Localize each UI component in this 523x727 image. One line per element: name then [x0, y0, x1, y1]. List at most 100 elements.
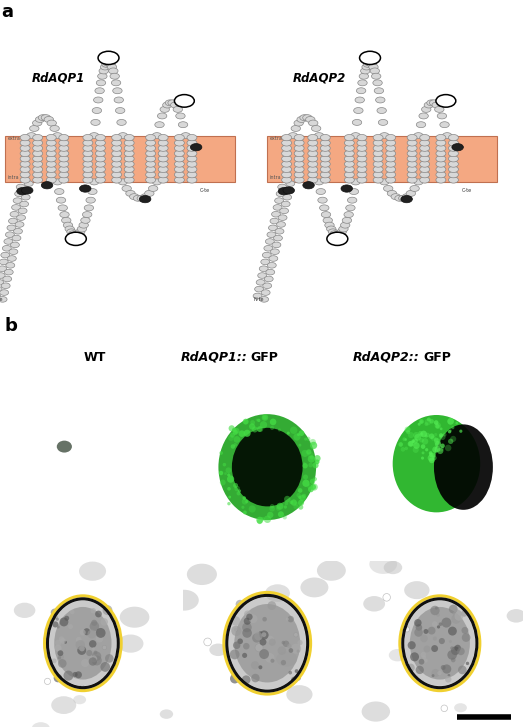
Circle shape: [141, 193, 150, 200]
Circle shape: [270, 659, 275, 663]
Circle shape: [266, 238, 274, 244]
Circle shape: [373, 172, 383, 178]
Circle shape: [281, 150, 292, 156]
Circle shape: [25, 181, 33, 186]
Circle shape: [441, 705, 448, 712]
Circle shape: [270, 218, 279, 224]
Circle shape: [448, 438, 453, 444]
Circle shape: [174, 95, 195, 107]
Circle shape: [233, 641, 241, 649]
Circle shape: [8, 218, 17, 224]
Circle shape: [263, 415, 267, 419]
Circle shape: [72, 232, 82, 238]
Circle shape: [452, 143, 463, 150]
Circle shape: [178, 121, 188, 128]
Circle shape: [58, 654, 64, 660]
Circle shape: [310, 442, 317, 449]
Circle shape: [413, 432, 419, 438]
Circle shape: [111, 177, 121, 183]
Circle shape: [320, 172, 331, 178]
Circle shape: [281, 201, 290, 206]
Circle shape: [259, 266, 268, 271]
Circle shape: [306, 437, 310, 441]
Circle shape: [15, 191, 24, 196]
Circle shape: [91, 119, 100, 125]
Circle shape: [281, 140, 292, 146]
Circle shape: [158, 140, 168, 146]
Circle shape: [175, 161, 185, 167]
Circle shape: [187, 177, 197, 183]
Circle shape: [315, 459, 320, 465]
Circle shape: [126, 190, 135, 196]
Circle shape: [419, 420, 423, 424]
Circle shape: [124, 134, 134, 141]
Circle shape: [299, 430, 304, 436]
Text: RdAQP1::: RdAQP1::: [180, 350, 247, 364]
Circle shape: [362, 64, 371, 70]
Ellipse shape: [317, 561, 346, 581]
Circle shape: [243, 419, 248, 425]
Circle shape: [320, 205, 329, 211]
Circle shape: [33, 177, 43, 183]
Circle shape: [252, 633, 262, 643]
Circle shape: [20, 172, 30, 178]
Circle shape: [449, 134, 458, 141]
Circle shape: [461, 610, 468, 616]
Circle shape: [449, 161, 458, 167]
Circle shape: [249, 423, 255, 430]
Circle shape: [158, 172, 168, 178]
Circle shape: [160, 106, 169, 113]
Circle shape: [270, 426, 274, 430]
Circle shape: [165, 100, 175, 106]
Circle shape: [124, 145, 134, 151]
Circle shape: [425, 433, 430, 437]
Circle shape: [114, 97, 123, 103]
Circle shape: [38, 115, 48, 121]
Circle shape: [429, 419, 434, 424]
Circle shape: [440, 121, 449, 128]
Circle shape: [383, 185, 393, 191]
Circle shape: [436, 613, 440, 616]
Circle shape: [311, 126, 321, 132]
Circle shape: [380, 179, 389, 185]
Circle shape: [267, 636, 274, 643]
Circle shape: [466, 662, 469, 665]
Circle shape: [450, 435, 456, 442]
Circle shape: [47, 150, 56, 156]
Circle shape: [428, 454, 434, 461]
Circle shape: [257, 426, 263, 432]
Circle shape: [436, 140, 446, 146]
Circle shape: [308, 134, 318, 141]
Circle shape: [59, 140, 69, 146]
Circle shape: [96, 80, 106, 86]
Circle shape: [310, 439, 316, 446]
Circle shape: [20, 134, 30, 141]
Circle shape: [407, 166, 417, 172]
Circle shape: [267, 512, 274, 518]
Circle shape: [442, 433, 447, 437]
Circle shape: [99, 68, 108, 74]
Circle shape: [386, 177, 396, 183]
Circle shape: [116, 108, 125, 113]
Circle shape: [435, 422, 441, 429]
Circle shape: [20, 150, 30, 156]
Circle shape: [341, 185, 353, 192]
Circle shape: [285, 502, 288, 505]
Circle shape: [145, 156, 156, 162]
Circle shape: [416, 666, 424, 674]
Ellipse shape: [49, 601, 117, 686]
Circle shape: [73, 672, 77, 677]
Circle shape: [262, 632, 266, 636]
Circle shape: [294, 632, 298, 637]
Circle shape: [158, 156, 168, 162]
Circle shape: [254, 632, 263, 640]
Circle shape: [434, 438, 441, 445]
Circle shape: [436, 424, 440, 428]
Circle shape: [320, 145, 331, 151]
Circle shape: [83, 212, 92, 217]
Circle shape: [255, 286, 264, 292]
Circle shape: [462, 633, 470, 642]
Circle shape: [20, 145, 30, 151]
Circle shape: [0, 290, 8, 295]
Circle shape: [44, 116, 53, 122]
